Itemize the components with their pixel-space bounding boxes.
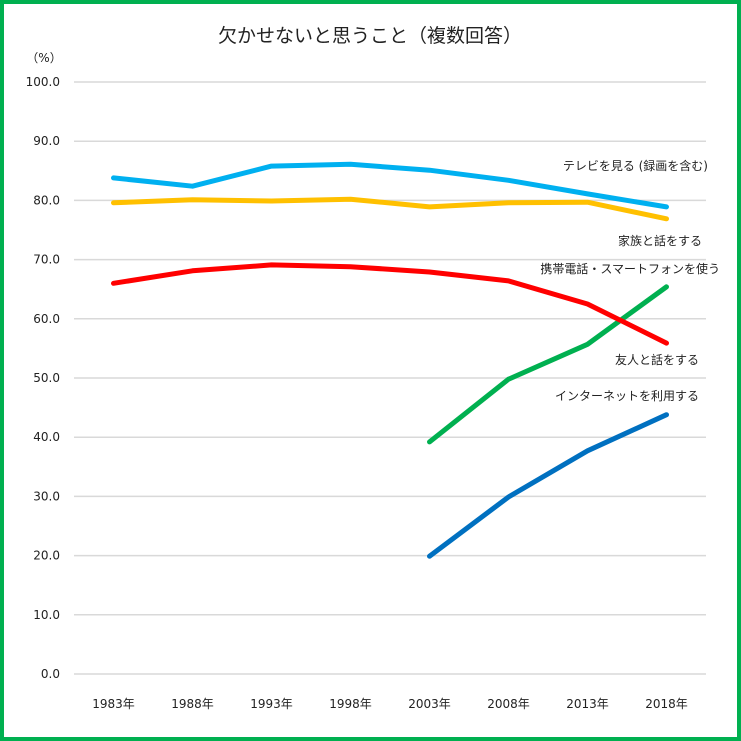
series-label-mobile: 携帯電話・スマートフォンを使う [540, 261, 720, 276]
chart-title: 欠かせないと思うこと（複数回答） [218, 25, 522, 47]
y-tick-label: 10.0 [33, 608, 60, 622]
series-line-3 [111, 262, 669, 346]
x-tick-label: 2003年 [408, 697, 451, 711]
x-tick-label: 2013年 [566, 697, 609, 711]
series-label-internet: インターネットを利用する [555, 389, 699, 403]
y-tick-label: 20.0 [33, 549, 60, 563]
series-line-2 [427, 284, 669, 445]
y-axis-unit-label: （%） [26, 51, 61, 65]
y-tick-label: 90.0 [33, 134, 60, 148]
series-label-tv: テレビを見る (録画を含む) [563, 158, 708, 173]
series-label-family: 家族と話をする [618, 233, 702, 248]
y-tick-label: 40.0 [33, 430, 60, 444]
y-tick-label: 30.0 [33, 489, 60, 503]
x-tick-label: 1993年 [250, 697, 293, 711]
y-tick-label: 70.0 [33, 253, 60, 267]
series-lines [111, 161, 669, 559]
series-line-1 [111, 196, 669, 222]
y-axis-ticks: 0.0 10.0 20.0 30.0 40.0 50.0 60.0 70.0 80.0 90.0 1… [26, 75, 60, 681]
x-tick-label: 1983年 [92, 697, 135, 711]
series-label-friends: 友人と話をする [615, 352, 699, 367]
x-axis-ticks: 1983年 1988年 1993年 1998年 2003年 2008年 2013年 2018年 [92, 697, 688, 711]
series-labels: テレビを見る (録画を含む) 家族と話をする 携帯電話・スマートフォンを使う 友… [540, 158, 720, 403]
y-tick-label: 80.0 [33, 193, 60, 207]
y-tick-label: 60.0 [33, 312, 60, 326]
y-tick-label: 100.0 [26, 75, 60, 89]
x-tick-label: 1998年 [329, 697, 372, 711]
x-tick-label: 1988年 [171, 697, 214, 711]
x-tick-label: 2018年 [645, 697, 688, 711]
y-tick-label: 0.0 [41, 667, 60, 681]
series-line-4 [427, 412, 669, 559]
x-tick-label: 2008年 [487, 697, 530, 711]
series-line-0 [111, 161, 669, 210]
y-tick-label: 50.0 [33, 371, 60, 385]
